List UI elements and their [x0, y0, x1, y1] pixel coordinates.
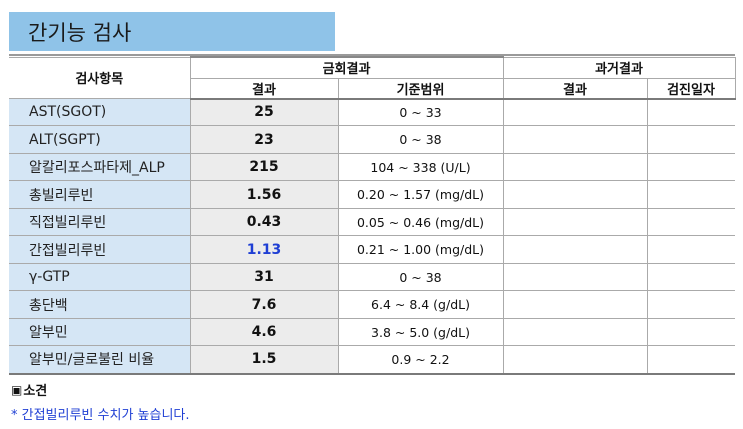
past-result-value [502, 98, 648, 126]
result-value: 1.13 [189, 235, 339, 264]
checkup-date-value [646, 263, 735, 291]
header-current-results: 금회결과 [189, 56, 504, 79]
result-value: 31 [189, 263, 339, 291]
liver-test-table: 검사항목 금회결과 과거결과 결과 기준범위 결과 검진일자 AST(SGOT)… [9, 56, 736, 375]
checkup-date-value [646, 153, 735, 181]
table-row: 알부민 4.6 3.8 ~ 5.0 (g/dL) [9, 318, 735, 346]
title-divider [9, 54, 735, 56]
checkup-date-value [646, 318, 735, 346]
past-result-value [502, 208, 648, 236]
table-row: 알칼리포스파타제_ALP 215 104 ~ 338 (U/L) [9, 153, 735, 181]
result-value: 1.56 [189, 180, 339, 209]
checkup-date-value [646, 290, 735, 319]
past-result-value [502, 153, 648, 181]
table-row: ALT(SGPT) 23 0 ~ 38 [9, 125, 735, 154]
reference-range: 0.05 ~ 0.46 (mg/dL) [337, 208, 504, 236]
past-result-value [502, 290, 648, 319]
header-result: 결과 [189, 77, 339, 100]
test-item-name: 직접빌리루빈 [9, 208, 191, 236]
table-row: 총단백 7.6 6.4 ~ 8.4 (g/dL) [9, 290, 735, 319]
past-result-value [502, 125, 648, 154]
test-item-name: 총빌리루빈 [9, 180, 191, 209]
checkup-date-value [646, 180, 735, 209]
test-item-name: 알칼리포스파타제_ALP [9, 153, 191, 181]
past-result-value [502, 345, 648, 375]
test-item-name: γ-GTP [9, 263, 191, 291]
section-title-text: 간기능 검사 [28, 20, 132, 45]
reference-range: 104 ~ 338 (U/L) [337, 153, 504, 181]
section-title: 간기능 검사 [9, 12, 335, 51]
checkup-date-value [646, 125, 735, 154]
opinion-label: 소견 [23, 384, 48, 399]
reference-range: 6.4 ~ 8.4 (g/dL) [337, 290, 504, 319]
test-item-name: AST(SGOT) [9, 98, 191, 126]
header-checkup-date: 검진일자 [646, 77, 736, 100]
checkup-date-value [646, 208, 735, 236]
table-row: AST(SGOT) 25 0 ~ 33 [9, 98, 735, 126]
table-row: 총빌리루빈 1.56 0.20 ~ 1.57 (mg/dL) [9, 180, 735, 209]
table-row: 직접빌리루빈 0.43 0.05 ~ 0.46 (mg/dL) [9, 208, 735, 236]
test-item-name: ALT(SGPT) [9, 125, 191, 154]
header-past-result: 결과 [502, 77, 648, 100]
checkup-date-value [646, 235, 735, 264]
result-value: 4.6 [189, 318, 339, 346]
past-result-value [502, 235, 648, 264]
past-result-value [502, 263, 648, 291]
reference-range: 0.20 ~ 1.57 (mg/dL) [337, 180, 504, 209]
result-value: 0.43 [189, 208, 339, 236]
reference-range: 0.9 ~ 2.2 [337, 345, 504, 375]
checkup-date-value [646, 345, 735, 375]
result-value: 7.6 [189, 290, 339, 319]
reference-range: 0 ~ 33 [337, 98, 504, 126]
test-item-name: 알부민 [9, 318, 191, 346]
table-row: 알부민/글로불린 비율 1.5 0.9 ~ 2.2 [9, 345, 735, 375]
header-reference-range: 기준범위 [337, 77, 504, 100]
past-result-value [502, 318, 648, 346]
table-row: 간접빌리루빈 1.13 0.21 ~ 1.00 (mg/dL) [9, 235, 735, 264]
header-past-results: 과거결과 [502, 56, 736, 79]
test-item-name: 총단백 [9, 290, 191, 319]
result-value: 23 [189, 125, 339, 154]
reference-range: 3.8 ~ 5.0 (g/dL) [337, 318, 504, 346]
opinion-heading: ▣ 소견 [11, 380, 48, 400]
test-item-name: 알부민/글로불린 비율 [9, 345, 191, 375]
square-bullet-icon: ▣ [11, 382, 23, 397]
result-value: 215 [189, 153, 339, 181]
table-row: γ-GTP 31 0 ~ 38 [9, 263, 735, 291]
past-result-value [502, 180, 648, 209]
reference-range: 0.21 ~ 1.00 (mg/dL) [337, 235, 504, 264]
test-item-name: 간접빌리루빈 [9, 235, 191, 264]
opinion-text: * 간접빌리루빈 수치가 높습니다. [11, 408, 190, 423]
header-test-item: 검사항목 [9, 56, 191, 99]
result-value: 1.5 [189, 345, 339, 375]
result-value: 25 [189, 98, 339, 126]
reference-range: 0 ~ 38 [337, 125, 504, 154]
reference-range: 0 ~ 38 [337, 263, 504, 291]
checkup-date-value [646, 98, 735, 126]
